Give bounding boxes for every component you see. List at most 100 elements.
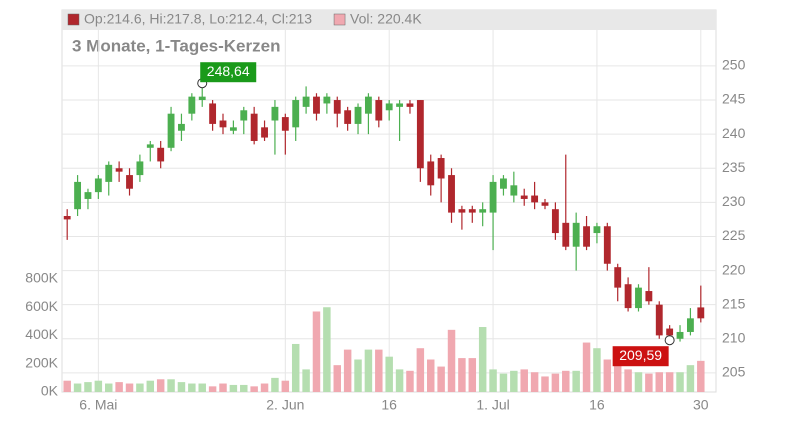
candle-body	[178, 123, 185, 131]
volume-bar	[219, 383, 227, 392]
candle-body	[188, 96, 196, 114]
candle-body	[427, 161, 435, 186]
legend-text: Vol: 220.4K	[350, 11, 422, 27]
legend-swatch	[333, 13, 346, 26]
volume-bar	[208, 386, 217, 392]
volume-bar	[665, 372, 674, 392]
volume-bar	[84, 382, 92, 392]
candle-body	[448, 175, 455, 213]
volume-bar	[229, 384, 238, 392]
volume-bar	[437, 366, 445, 392]
candle-body	[479, 209, 487, 213]
volume-bar	[686, 365, 695, 392]
candle-body	[614, 267, 622, 288]
candle-body	[437, 158, 445, 179]
candle-body	[406, 103, 414, 107]
candle-body	[344, 110, 352, 124]
y-tick-label: 250	[722, 57, 746, 73]
volume-bar	[468, 358, 477, 392]
volume-bar	[499, 373, 508, 392]
y-tick-label: 235	[722, 159, 746, 175]
candle-body	[416, 100, 424, 169]
candle-body	[624, 284, 632, 309]
volume-bar	[697, 360, 705, 392]
candle-body	[562, 222, 570, 247]
volume-bar	[375, 349, 383, 392]
y-tick-label: 205	[722, 364, 746, 380]
volume-bar	[136, 383, 144, 392]
candle-body	[209, 103, 217, 124]
volume-bar	[385, 356, 393, 392]
max-label: 248,64	[207, 63, 250, 79]
candle-body	[146, 144, 154, 148]
candle-body	[157, 147, 165, 162]
candle-body	[281, 117, 289, 131]
volume-bar	[489, 369, 497, 392]
candle-body	[261, 127, 268, 138]
volume-bar	[395, 369, 404, 392]
candle-body	[583, 226, 590, 247]
candle-body	[271, 106, 279, 121]
volume-bar	[354, 359, 362, 392]
subtitle: 3 Monate, 1-Tages-Kerzen	[72, 36, 280, 55]
volume-bar	[530, 372, 539, 392]
volume-bar	[240, 384, 248, 392]
candle-body	[500, 178, 507, 189]
candle-body	[198, 96, 206, 101]
volume-bar	[510, 370, 518, 392]
volume-bar	[250, 386, 258, 392]
candle-body	[645, 291, 653, 302]
y-tick-label: 240	[722, 125, 746, 141]
candle-body	[250, 113, 258, 141]
volume-bar	[312, 311, 321, 392]
candle-body	[676, 331, 684, 339]
volume-tick-label: 200K	[25, 354, 58, 370]
candle-body	[94, 178, 102, 193]
legend-text: Op:214.6, Hi:217.8, Lo:212.4, Cl:213	[84, 11, 312, 27]
volume-bar	[645, 373, 653, 392]
x-tick-label: 16	[381, 397, 397, 413]
volume-bar	[427, 359, 435, 392]
min-label-box	[612, 346, 669, 367]
volume-bar	[603, 359, 612, 392]
x-tick-label: 30	[693, 397, 709, 413]
candle-body	[635, 287, 642, 309]
volume-bar	[593, 348, 601, 392]
candle-body	[323, 96, 331, 104]
volume-tick-label: 0K	[41, 383, 59, 399]
candle-body	[458, 209, 466, 213]
candle-body	[302, 96, 310, 107]
volume-bar	[105, 383, 113, 392]
volume-bar	[406, 370, 414, 392]
candle-body	[126, 175, 133, 189]
candle-body	[603, 226, 611, 264]
candle-body	[84, 192, 92, 199]
legend-swatch	[67, 13, 80, 26]
candle-body	[240, 110, 248, 121]
volume-bar	[177, 382, 186, 392]
volume-bar	[551, 373, 560, 392]
volume-bar	[156, 379, 165, 392]
candle-body	[510, 185, 518, 196]
volume-bar	[94, 380, 103, 392]
candle-body	[292, 100, 300, 128]
volume-bar	[198, 383, 206, 392]
volume-bar	[271, 377, 279, 392]
y-tick-label: 245	[722, 91, 746, 107]
candle-body	[167, 113, 175, 148]
candle-body	[333, 100, 341, 114]
volume-bar	[458, 358, 466, 392]
x-tick-label: 1. Jul	[476, 397, 509, 413]
volume-bar	[323, 307, 331, 392]
candle-body	[396, 103, 404, 107]
volume-tick-label: 800K	[25, 270, 58, 286]
candle-body	[666, 328, 674, 336]
candle-body	[229, 127, 237, 131]
candle-body	[551, 209, 559, 234]
candle-body	[686, 318, 694, 332]
volume-bar	[364, 349, 373, 392]
min-label: 209,59	[619, 347, 662, 363]
volume-bar	[520, 369, 528, 392]
max-label-box	[200, 62, 257, 83]
